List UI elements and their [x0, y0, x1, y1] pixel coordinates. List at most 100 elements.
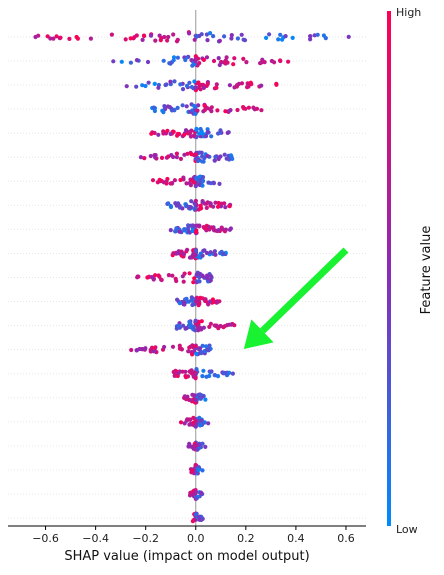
x-tick-label: −0.2 [132, 532, 159, 545]
scatter-point [156, 85, 161, 90]
scatter-point [200, 175, 206, 180]
scatter-point [205, 38, 210, 43]
green-arrow-annotation [243, 247, 349, 349]
scatter-point [200, 468, 205, 473]
scatter-point [315, 32, 320, 37]
scatter-point [194, 512, 199, 517]
scatter-point [189, 295, 194, 300]
scatter-point [174, 39, 180, 44]
scatter-point [203, 444, 208, 449]
scatter-point [197, 174, 202, 179]
scatter-point [180, 103, 185, 108]
scatter-point [203, 397, 208, 402]
scatter-point [194, 33, 199, 38]
scatter-point [204, 374, 209, 379]
scatter-point [198, 87, 203, 92]
scatter-point [208, 278, 213, 283]
scatter-point [227, 83, 232, 88]
scatter-point [167, 105, 172, 110]
scatter-point [213, 252, 218, 257]
scatter-point [224, 156, 229, 161]
scatter-point [152, 108, 157, 114]
scatter-point [198, 206, 203, 211]
scatter-point [192, 276, 197, 281]
scatter-point [163, 82, 168, 88]
scatter-point [208, 107, 213, 112]
arrow-head [243, 319, 274, 349]
scatter-point [182, 395, 187, 400]
scatter-point [223, 109, 228, 114]
scatter-point [217, 62, 222, 68]
scatter-point [192, 37, 197, 42]
scatter-point [204, 250, 209, 256]
scatter-point [159, 155, 165, 160]
scatter-point [202, 155, 207, 161]
scatter-point [184, 83, 190, 88]
scatter-point [194, 299, 199, 304]
scatter-point [193, 397, 198, 403]
scatter-point [192, 393, 197, 398]
scatter-point [254, 106, 260, 111]
scatter-point [228, 153, 234, 158]
scatter-point [177, 229, 182, 234]
scatter-point [278, 32, 283, 37]
scatter-point [193, 418, 198, 423]
scatter-point [246, 105, 251, 110]
scatter-point [170, 344, 176, 349]
scatter-point [193, 462, 198, 468]
scatter-point [195, 447, 200, 452]
scatter-point [152, 81, 157, 86]
scatter-point [170, 273, 175, 278]
scatter-point [182, 271, 187, 276]
scatter-point [58, 35, 63, 40]
scatter-point [208, 274, 214, 279]
scatter-point [242, 38, 248, 43]
scatter-point [212, 158, 217, 163]
colorbar-low-label: Low [396, 523, 418, 536]
scatter-point [228, 226, 233, 231]
scatter-point [190, 352, 195, 357]
scatter-point [194, 175, 199, 180]
scatter-point [212, 373, 217, 378]
scatter-point [235, 107, 240, 113]
scatter-point [190, 63, 195, 68]
scatter-point [212, 249, 217, 254]
scatter-point [184, 181, 189, 186]
scatter-point [245, 85, 250, 90]
scatter-point [217, 181, 222, 186]
scatter-point [174, 155, 179, 160]
scatter-point [166, 34, 171, 40]
scatter-point [193, 490, 198, 495]
scatter-point [193, 443, 198, 448]
scatter-point [151, 105, 156, 110]
scatter-point [259, 83, 264, 88]
scatter-points [33, 30, 351, 524]
scatter-point [178, 177, 183, 183]
scatter-point [215, 204, 221, 209]
scatter-point [134, 84, 139, 89]
scatter-point [189, 85, 194, 90]
scatter-point [175, 251, 180, 256]
x-tick-label: 0.2 [237, 532, 255, 545]
scatter-point [258, 61, 263, 66]
scatter-point [128, 60, 133, 65]
scatter-point [165, 176, 170, 182]
scatter-point [203, 299, 208, 304]
scatter-point [308, 37, 313, 42]
scatter-point [193, 85, 198, 90]
scatter-point [185, 151, 190, 156]
scatter-point [201, 85, 206, 90]
scatter-point [193, 344, 198, 349]
scatter-point [178, 82, 183, 87]
scatter-point [191, 415, 196, 420]
scatter-point [197, 301, 202, 306]
scatter-point [208, 321, 213, 326]
scatter-point [194, 496, 199, 501]
scatter-point [290, 35, 295, 41]
scatter-point [198, 271, 203, 277]
scatter-point [200, 343, 205, 348]
scatter-point [286, 59, 291, 64]
scatter-point [197, 517, 202, 522]
scatter-point [201, 420, 206, 425]
x-ticks: −0.6 −0.4 −0.2 0.0 0.2 0.4 0.6 [32, 526, 355, 545]
